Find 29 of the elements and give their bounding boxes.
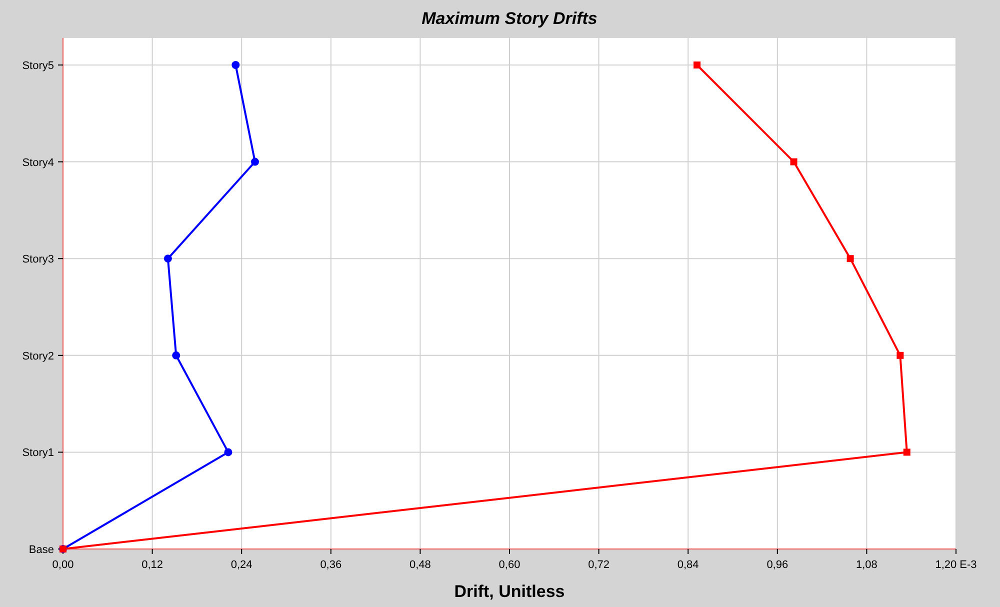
point bbox=[250, 158, 259, 166]
y-tick-label: Base bbox=[28, 544, 54, 556]
x-axis-title: Drift, Unitless bbox=[454, 582, 565, 601]
y-tick-label: Story5 bbox=[22, 60, 54, 72]
x-tick-label: 0,96 bbox=[766, 559, 788, 571]
point bbox=[903, 448, 910, 456]
point bbox=[790, 158, 798, 166]
point bbox=[896, 352, 904, 359]
x-tick-label: 0,36 bbox=[320, 559, 342, 571]
x-tick-label: 0,72 bbox=[588, 559, 610, 571]
x-tick-label: 1,20 E-3 bbox=[935, 559, 977, 571]
point bbox=[232, 61, 240, 69]
point bbox=[164, 254, 172, 263]
y-tick-label: Story2 bbox=[22, 350, 54, 362]
point bbox=[172, 351, 180, 360]
point bbox=[224, 448, 232, 456]
x-tick-label: 0,84 bbox=[677, 559, 699, 571]
x-tick-label: 0,48 bbox=[409, 559, 431, 571]
chart-title: Maximum Story Drifts bbox=[422, 9, 598, 28]
y-tick-label: Story4 bbox=[22, 156, 54, 169]
point bbox=[694, 62, 701, 68]
y-tick-label: Story3 bbox=[22, 254, 54, 266]
x-tick-label: 0,12 bbox=[142, 559, 164, 571]
x-tick-label: 1,08 bbox=[856, 559, 878, 571]
point bbox=[846, 255, 854, 262]
x-tick-label: 0,60 bbox=[498, 559, 520, 571]
y-tick-label: Story1 bbox=[22, 447, 54, 460]
x-tick-label: 0,00 bbox=[52, 559, 74, 571]
x-tick-label: 0,24 bbox=[230, 559, 252, 571]
